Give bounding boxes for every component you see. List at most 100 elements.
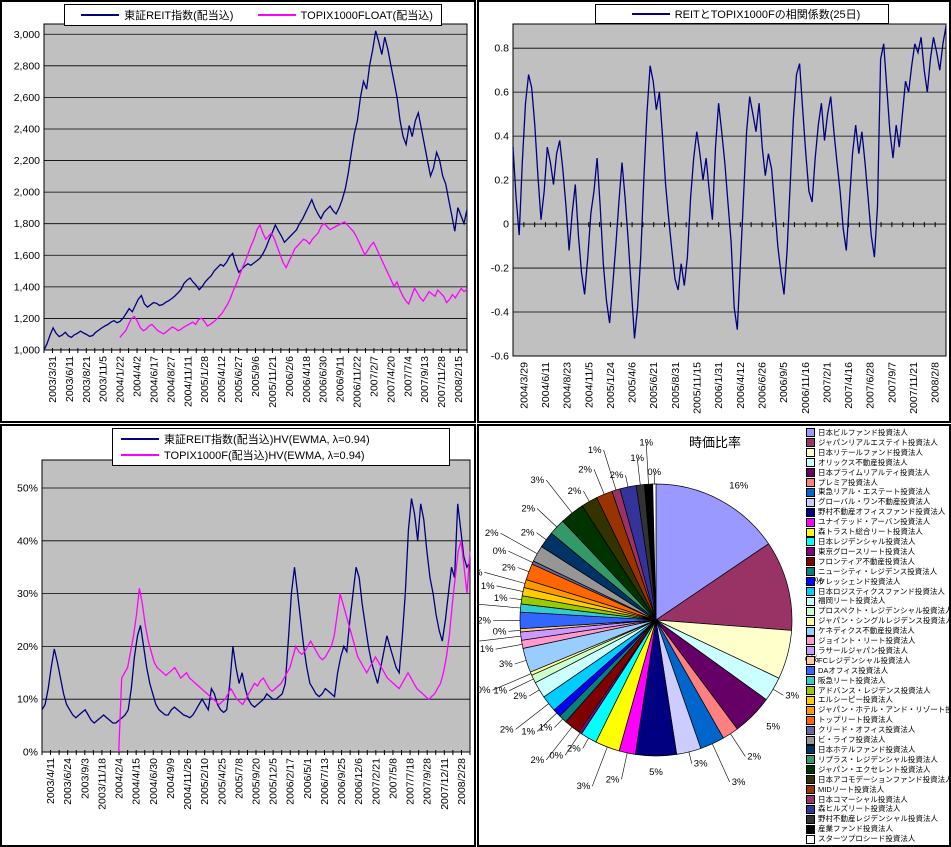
x-axis-tick: 2006/4/18 [301, 356, 313, 403]
pie-legend-item: 日本コマーシャル投資法人 [806, 794, 949, 805]
series-line [118, 540, 471, 753]
pie-legend-item: 阪急リート投資法人 [806, 676, 949, 686]
pie-legend-item: プレミア投資法人 [806, 477, 949, 488]
legend-label: REITとTOPIX1000Fの相関係数(25日) [674, 9, 861, 21]
pie-legend-item: ラサールジャパン投資法人 [806, 646, 949, 656]
pie-slice-label: 2% [485, 528, 499, 539]
legend-fund-name: DAオフィス投資法人 [818, 665, 889, 675]
x-axis-tick: 2006/7/13 [319, 758, 331, 805]
pie-legend-item: 日本アコモデーションファンド投資法人 [806, 775, 949, 785]
legend-color-swatch [806, 814, 815, 824]
pie-legend-item: 福岡リート投資法人 [806, 596, 949, 606]
pie-legend-item: 東京グロースリート投資法人 [806, 547, 949, 557]
line-swatch-navy [121, 438, 159, 440]
y-axis-tick: 50% [17, 482, 38, 494]
pie-slice-label: 3% [785, 690, 799, 701]
legend-color-swatch [806, 477, 815, 487]
legend-color-swatch [806, 596, 815, 606]
legend-color-swatch [806, 557, 815, 567]
x-axis-tick: 2004/11/5 [583, 362, 595, 408]
x-axis-tick: 2008/2/15 [453, 356, 465, 403]
pie-slice-label: 2% [568, 486, 582, 497]
legend-color-swatch [806, 824, 815, 834]
legend-fund-name: 日本リテールファンド投資法人 [818, 447, 923, 457]
market-cap-pie-panel: 時価比率 16%11%6%3%5%2%3%3%5%2%3%2%0%2%1%1%2… [477, 424, 951, 847]
pie-legend-item: ジャパン・ホテル・アンド・リゾート投資法人 [806, 705, 951, 715]
pie-legend-item: トップリート投資法人 [806, 715, 949, 725]
legend-label: 東証REIT指数(配当込) [124, 10, 234, 22]
pie-slice-label: 2% [606, 774, 620, 785]
pie-legend-item: 日本プライムリアルティ投資法人 [806, 468, 949, 478]
legend-fund-name: 日本コマーシャル投資法人 [818, 794, 908, 804]
pie-legend-item: ジャパンリアルエステイト投資法人 [806, 437, 949, 448]
x-axis-tick: 2006/11/16 [800, 362, 812, 414]
legend-color-swatch [806, 676, 815, 686]
x-axis-tick: 2006/2/6 [284, 356, 296, 397]
legend-color-swatch [806, 666, 815, 676]
pie-slice-label: 2% [502, 563, 516, 574]
legend-fund-name: 東急リアル・エステート投資法人 [818, 487, 931, 497]
y-axis-tick: 1,800 [14, 218, 40, 230]
x-axis-tick: 2006/9/11 [335, 356, 347, 402]
x-axis-tick: 2006/9/25 [336, 758, 348, 805]
legend-fund-name: 産業ファンド投資法人 [818, 824, 893, 834]
pie-slice-label: 2% [610, 470, 624, 481]
legend-fund-name: MIDリート投資法人 [818, 784, 885, 794]
legend-color-swatch [806, 735, 815, 745]
x-axis-tick: 2005/9/20 [251, 758, 263, 805]
pie-slice-label: 2% [521, 528, 535, 539]
pie-slice-label: 1% [481, 581, 495, 592]
series-line [512, 26, 947, 339]
correlation-plot: 0.8 0.6 0.4 0.2 0 -0.2 -0.4 -0.6 2004/3/29 2004/6… [491, 23, 947, 414]
pie-legend-item: 日本ロジスティクスファンド投資法人 [806, 587, 949, 597]
y-axis-tick: 10% [17, 694, 38, 706]
legend-fund-name: ジャパン・ホテル・アンド・リゾート投資法人 [818, 705, 951, 715]
pie-legend-item: プロスペクト・レジデンシャル投資法人 [806, 606, 951, 616]
y-axis-tick: -0.4 [491, 307, 509, 319]
legend-color-swatch [806, 458, 815, 468]
x-axis-tick: 2005/9/6 [250, 356, 262, 397]
pie-legend-item: リプラス・レジデンシャル投資法人 [806, 755, 949, 765]
x-axis-tick: 2007/4/20 [385, 356, 397, 403]
x-axis-tick: 2004/6/11 [540, 362, 552, 408]
legend-color-swatch [806, 616, 815, 626]
legend-color-swatch [806, 636, 815, 646]
legend-fund-name: プロスペクト・レジデンシャル投資法人 [818, 606, 951, 616]
pie-slice-label: 2% [530, 755, 544, 766]
pie-slice-label: 3% [732, 777, 746, 788]
x-axis-tick: 2004/1/22 [115, 356, 127, 403]
legend-color-swatch [806, 527, 815, 537]
x-axis-tick: 2005/4/6 [627, 362, 639, 403]
pie-legend-item: 日本ビルファンド投資法人 [806, 428, 949, 438]
x-axis-tick: 2006/1/31 [713, 362, 725, 409]
legend-row: REITとTOPIX1000Fの相関係数(25日) [624, 6, 861, 22]
pie-slice-label: 3% [694, 759, 708, 770]
pie-title: 時価比率 [689, 435, 742, 450]
x-axis-tick: 2005/4/25 [216, 758, 228, 805]
x-axis-tick: 2004/2/4 [114, 758, 126, 799]
pie-slice-label: 2% [747, 751, 761, 762]
x-axis-tick: 2006/6/26 [756, 362, 768, 409]
x-axis-tick: 2007/4/16 [843, 362, 855, 409]
legend-fund-name: 森トラスト総合リート投資法人 [818, 527, 923, 537]
pie-legend-item: アドバンス・レジデンス投資法人 [806, 686, 949, 696]
pie-legend-item: MIDリート投資法人 [806, 784, 949, 795]
legend-row: TOPIX1000F(配当込)HV(EWMA, λ=0.94) [113, 447, 365, 463]
line-swatch-navy [631, 13, 670, 15]
legend-fund-name: ジョイント・リート投資法人 [818, 636, 916, 646]
pie-slice-label: 1% [588, 445, 602, 456]
line-swatch-magenta [121, 454, 159, 456]
y-axis-tick: 0.2 [494, 175, 509, 187]
y-axis-tick: 30% [17, 588, 38, 600]
legend-fund-name: フロンティア不動産投資法人 [818, 556, 916, 566]
legend-fund-name: ジャパンリアルエステイト投資法人 [818, 437, 938, 447]
x-axis-tick: 2007/2/7 [368, 356, 380, 397]
legend-fund-name: グローバル・ワン不動産投資法人 [818, 497, 931, 507]
legend-fund-name: トップリート投資法人 [818, 715, 893, 725]
pie-legend-item: ニューシティ・レジデンス投資法人 [806, 567, 949, 577]
pie-legend-item: 森ヒルズリート投資法人 [806, 804, 949, 814]
x-axis-tick: 2005/11/15 [692, 362, 704, 414]
legend-color-swatch [806, 497, 815, 507]
legend-color-swatch [806, 626, 815, 636]
legend-fund-name: ジャパン・シングルレジデンス投資法人 [818, 616, 951, 626]
